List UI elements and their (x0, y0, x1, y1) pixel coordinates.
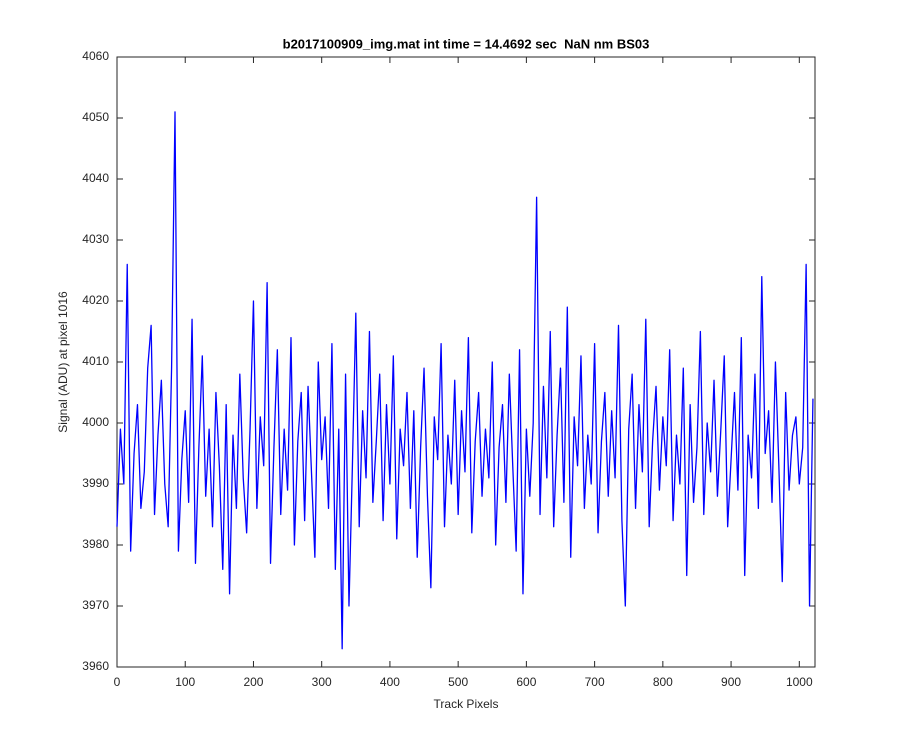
y-tick-label: 3970 (82, 598, 109, 612)
x-tick-label: 100 (175, 675, 195, 689)
y-axis-label: Signal (ADU) at pixel 1016 (56, 291, 70, 433)
x-tick-label: 700 (585, 675, 605, 689)
x-tick-label: 600 (516, 675, 536, 689)
x-tick-label: 200 (243, 675, 263, 689)
chart-title: b2017100909_img.mat int time = 14.4692 s… (283, 36, 650, 51)
x-tick-label: 300 (312, 675, 332, 689)
y-tick-label: 4010 (82, 354, 109, 368)
y-tick-label: 4020 (82, 293, 109, 307)
x-tick-label: 800 (653, 675, 673, 689)
x-tick-label: 400 (380, 675, 400, 689)
data-line (116, 111, 814, 650)
plot-area (116, 56, 816, 668)
y-tick-label: 4040 (82, 171, 109, 185)
y-tick-label: 4060 (82, 49, 109, 63)
y-tick-label: 4050 (82, 110, 109, 124)
x-tick-label: 500 (448, 675, 468, 689)
y-tick-label: 3990 (82, 476, 109, 490)
y-tick-label: 4000 (82, 415, 109, 429)
y-tick-label: 3980 (82, 537, 109, 551)
x-tick-label: 1000 (786, 675, 813, 689)
y-tick-label: 3960 (82, 659, 109, 673)
y-tick-label: 4030 (82, 232, 109, 246)
x-tick-label: 900 (721, 675, 741, 689)
x-tick-label: 0 (114, 675, 121, 689)
x-axis-label: Track Pixels (434, 697, 499, 711)
